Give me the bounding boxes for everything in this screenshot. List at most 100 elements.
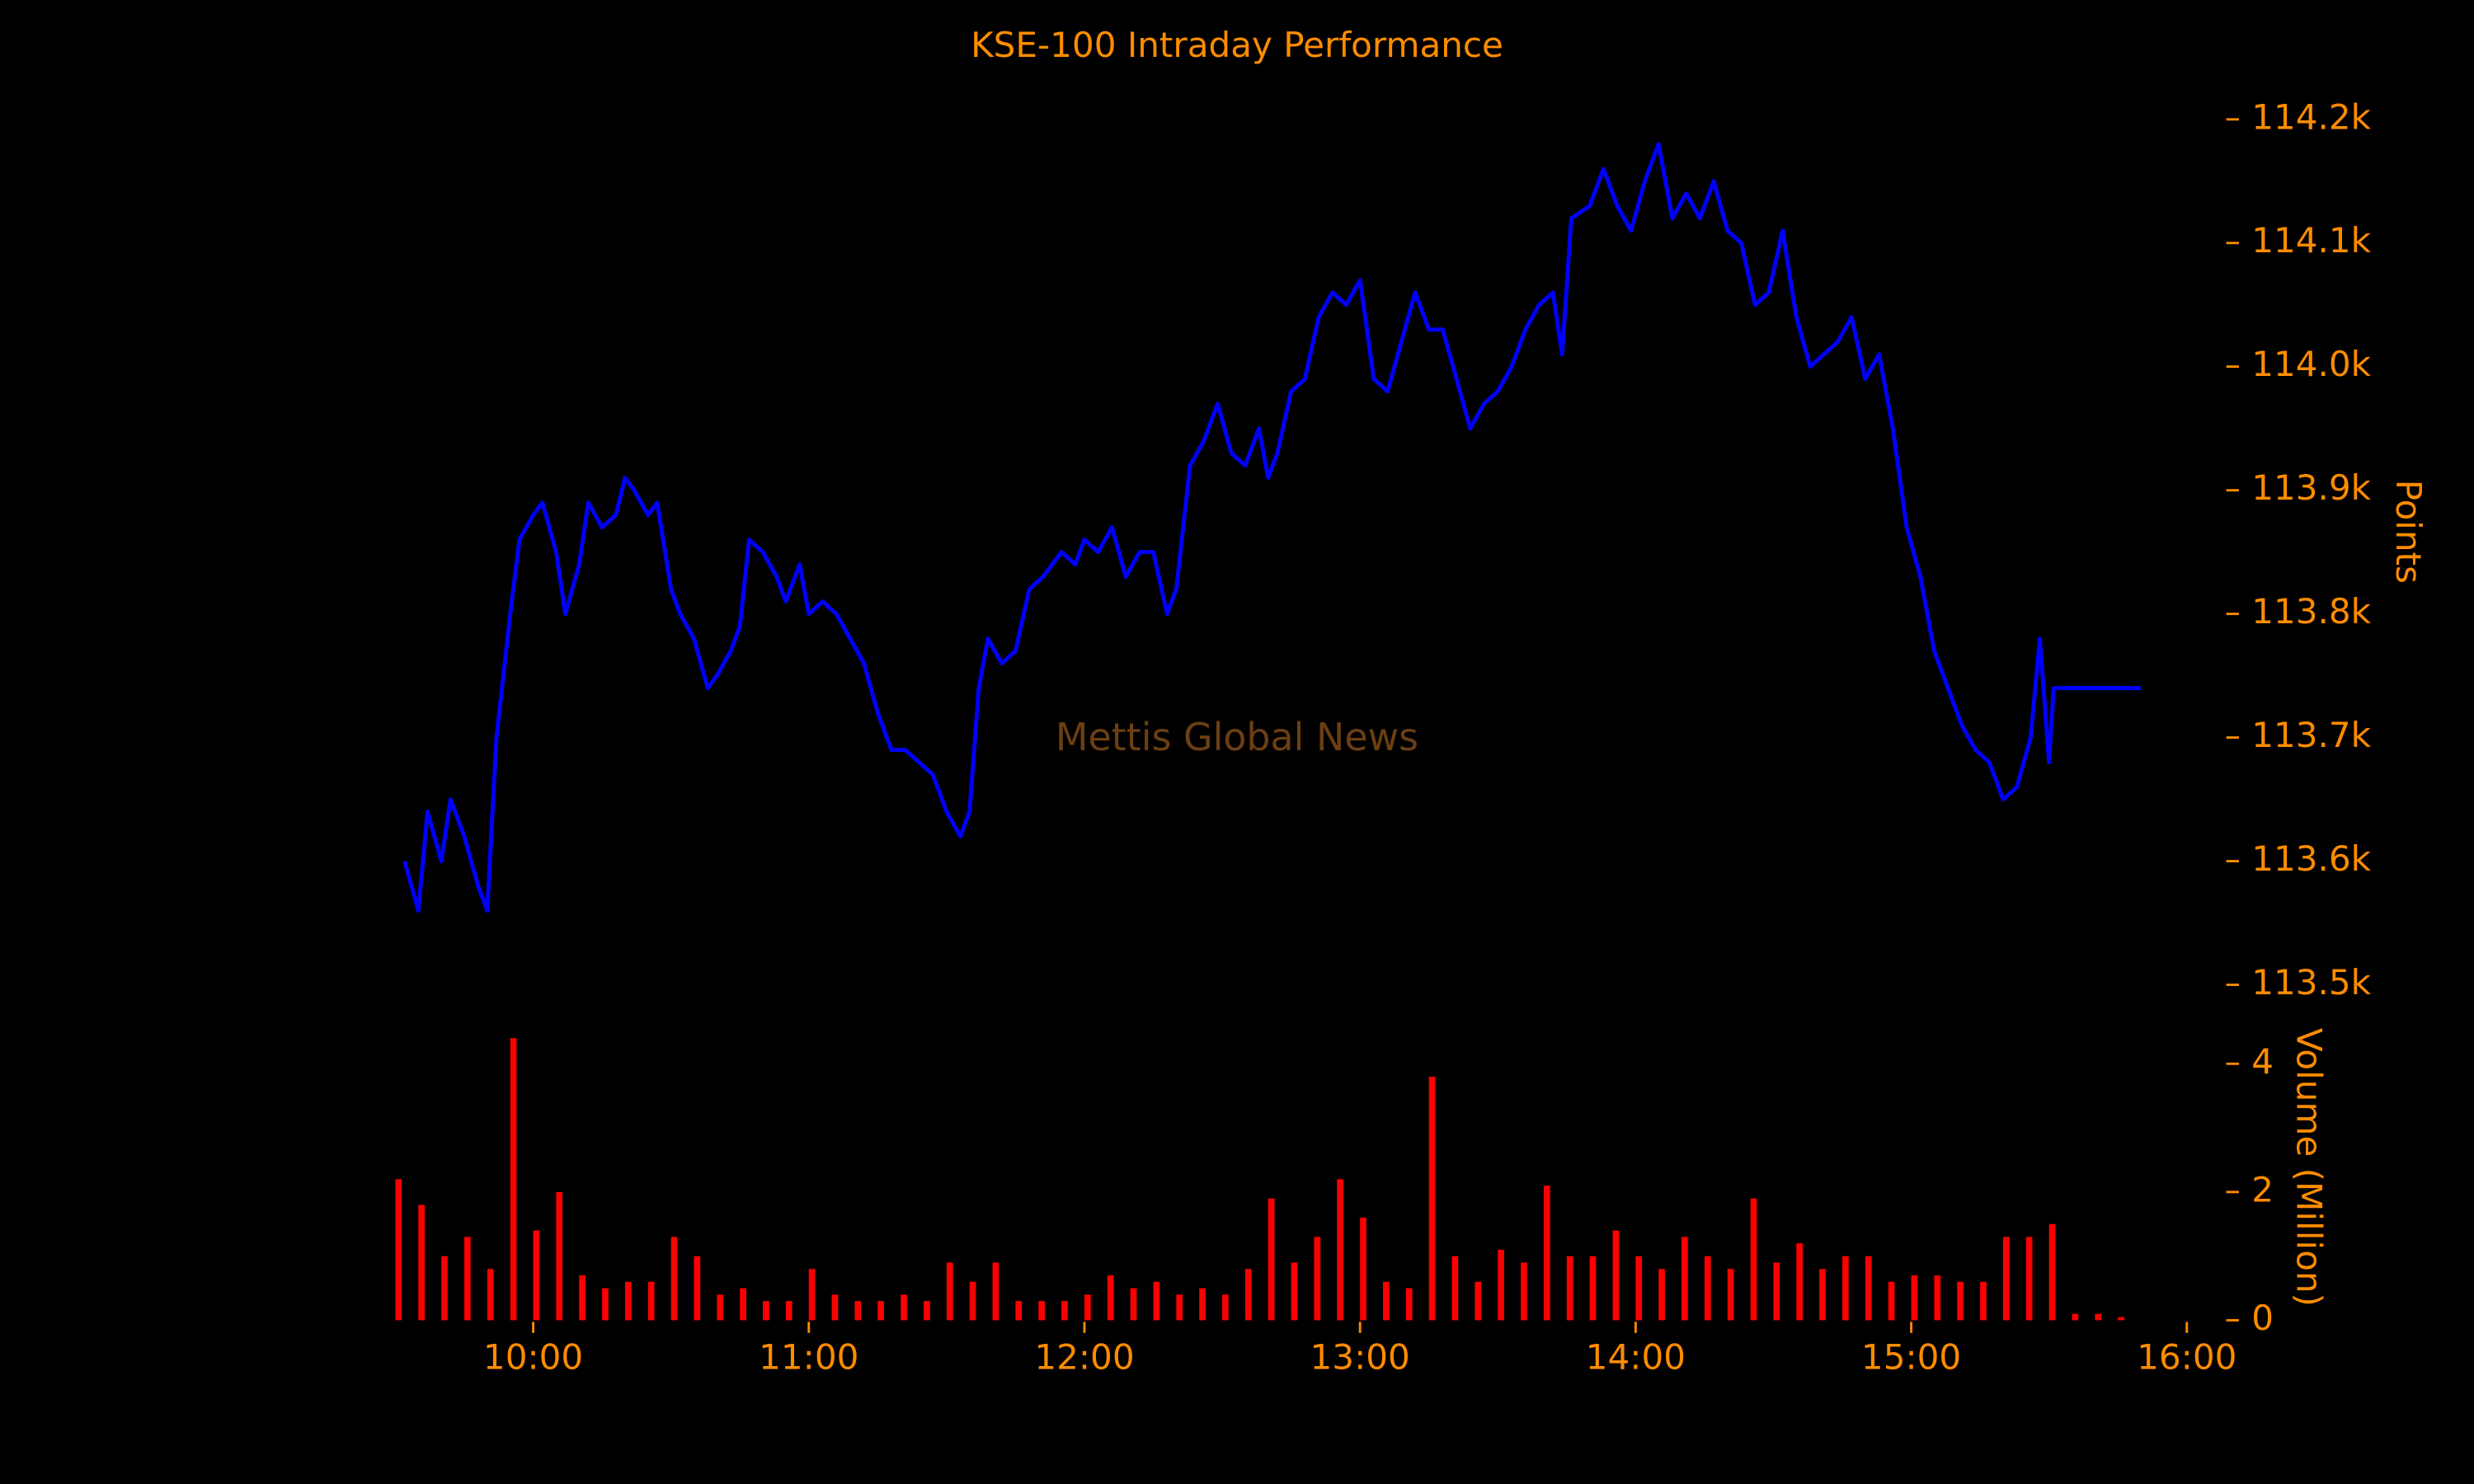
x-tick-label: 10:00 [483, 1337, 583, 1378]
x-tick-label: 15:00 [1861, 1337, 1961, 1378]
y-axis-label: Points [2388, 480, 2429, 584]
volume-bar [510, 1038, 517, 1321]
volume-bar [1222, 1294, 1229, 1321]
volume-bar [464, 1237, 471, 1321]
volume-bar [1314, 1237, 1321, 1321]
volume-bar [1704, 1256, 1711, 1321]
volume-bar [717, 1294, 724, 1321]
volume-bar [418, 1205, 425, 1321]
volume-bar [831, 1294, 839, 1321]
volume-bar [1498, 1249, 1504, 1321]
volume-bar [1865, 1256, 1872, 1321]
volume-bar [1061, 1301, 1068, 1321]
volume-bar [1566, 1256, 1573, 1321]
x-tick-label: 14:00 [1586, 1337, 1686, 1378]
volume-bar [992, 1262, 999, 1321]
volume-bar [694, 1256, 701, 1321]
volume-bar [1176, 1294, 1183, 1321]
y-tick-label: 0 [2251, 1298, 2274, 1338]
volume-bar [670, 1237, 678, 1321]
volume-bar [877, 1301, 884, 1321]
volume-bar [808, 1269, 816, 1321]
volume-bar [1451, 1256, 1459, 1321]
volume-bar [1911, 1275, 1918, 1321]
volume-bar [1727, 1269, 1734, 1321]
volume-bar [1428, 1076, 1436, 1321]
watermark: Mettis Global News [1056, 715, 1418, 759]
y-tick-label: 113.5k [2251, 962, 2371, 1003]
volume-bar [487, 1269, 494, 1321]
volume-bar [1957, 1281, 1964, 1321]
volume-bar [533, 1230, 540, 1321]
volume-bar [1107, 1275, 1114, 1321]
volume-bar [1612, 1230, 1620, 1321]
volume-bar [556, 1191, 563, 1321]
volume-bar [785, 1301, 793, 1321]
volume-bar [854, 1301, 862, 1321]
volume-bar [2118, 1317, 2124, 1321]
volume-bar [647, 1281, 655, 1321]
volume-bar [1658, 1269, 1665, 1321]
y-axis-label: Volume (Million) [2289, 1028, 2330, 1307]
volume-bar [579, 1275, 586, 1321]
volume-bar [1015, 1301, 1023, 1321]
volume-bar [1405, 1288, 1413, 1321]
volume-bar [1199, 1288, 1206, 1321]
volume-bar [1819, 1269, 1826, 1321]
volume-bar [2048, 1223, 2056, 1321]
volume-bar [1980, 1281, 1987, 1321]
y-tick-label: 113.9k [2251, 467, 2371, 508]
volume-bar [946, 1262, 953, 1321]
volume-bar [2095, 1313, 2102, 1321]
volume-bar [441, 1256, 448, 1321]
y-tick-label: 4 [2251, 1041, 2274, 1082]
volume-bar [1842, 1256, 1849, 1321]
y-tick-label: 113.7k [2251, 715, 2371, 755]
volume-bar [1589, 1256, 1597, 1321]
volume-bar [1934, 1275, 1941, 1321]
volume-bar [1038, 1301, 1045, 1321]
y-tick-label: 114.1k [2251, 220, 2371, 261]
volume-bar [1337, 1179, 1343, 1321]
volume-bar [1084, 1294, 1091, 1321]
volume-bar [624, 1281, 632, 1321]
volume-bar [1153, 1281, 1160, 1321]
volume-bar [1383, 1281, 1390, 1321]
volume-bar [1750, 1198, 1757, 1321]
volume-bar [1130, 1288, 1137, 1321]
y-tick-label: 113.6k [2251, 838, 2371, 879]
volume-bar [2025, 1237, 2033, 1321]
x-tick-label: 16:00 [2137, 1337, 2236, 1378]
volume-bar [740, 1288, 746, 1321]
volume-bar [1543, 1186, 1550, 1321]
volume-bar [969, 1281, 976, 1321]
x-tick-label: 11:00 [759, 1337, 858, 1378]
price-line [402, 142, 2142, 913]
x-tick-label: 13:00 [1310, 1337, 1410, 1378]
volume-bar [1244, 1269, 1252, 1321]
y-tick-label: 114.0k [2251, 344, 2371, 384]
volume-bar [2002, 1237, 2010, 1321]
y-tick-label: 114.2k [2251, 96, 2371, 137]
y-tick-label: 113.8k [2251, 591, 2371, 632]
volume-bar [1360, 1217, 1366, 1321]
volume-bar [1291, 1262, 1298, 1321]
volume-bar [763, 1301, 769, 1321]
volume-bar [395, 1179, 402, 1321]
volume-bar [1521, 1262, 1527, 1321]
volume-bar [1268, 1198, 1275, 1321]
volume-bar [1888, 1281, 1895, 1321]
volume-bar [924, 1301, 930, 1321]
volume-bar [1796, 1243, 1803, 1321]
y-tick-label: 2 [2251, 1169, 2274, 1209]
volume-bar [1773, 1262, 1780, 1321]
volume-bar [1635, 1256, 1643, 1321]
volume-bar [1475, 1281, 1482, 1321]
volume-bar [2072, 1313, 2079, 1321]
volume-bar [602, 1288, 609, 1321]
volume-bar [1681, 1237, 1688, 1321]
volume-bar [901, 1294, 907, 1321]
chart-title: KSE-100 Intraday Performance [971, 25, 1503, 65]
